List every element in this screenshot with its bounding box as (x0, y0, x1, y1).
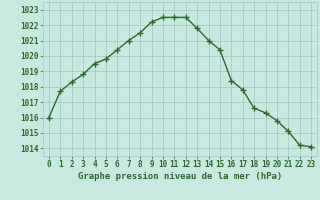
X-axis label: Graphe pression niveau de la mer (hPa): Graphe pression niveau de la mer (hPa) (78, 172, 282, 181)
